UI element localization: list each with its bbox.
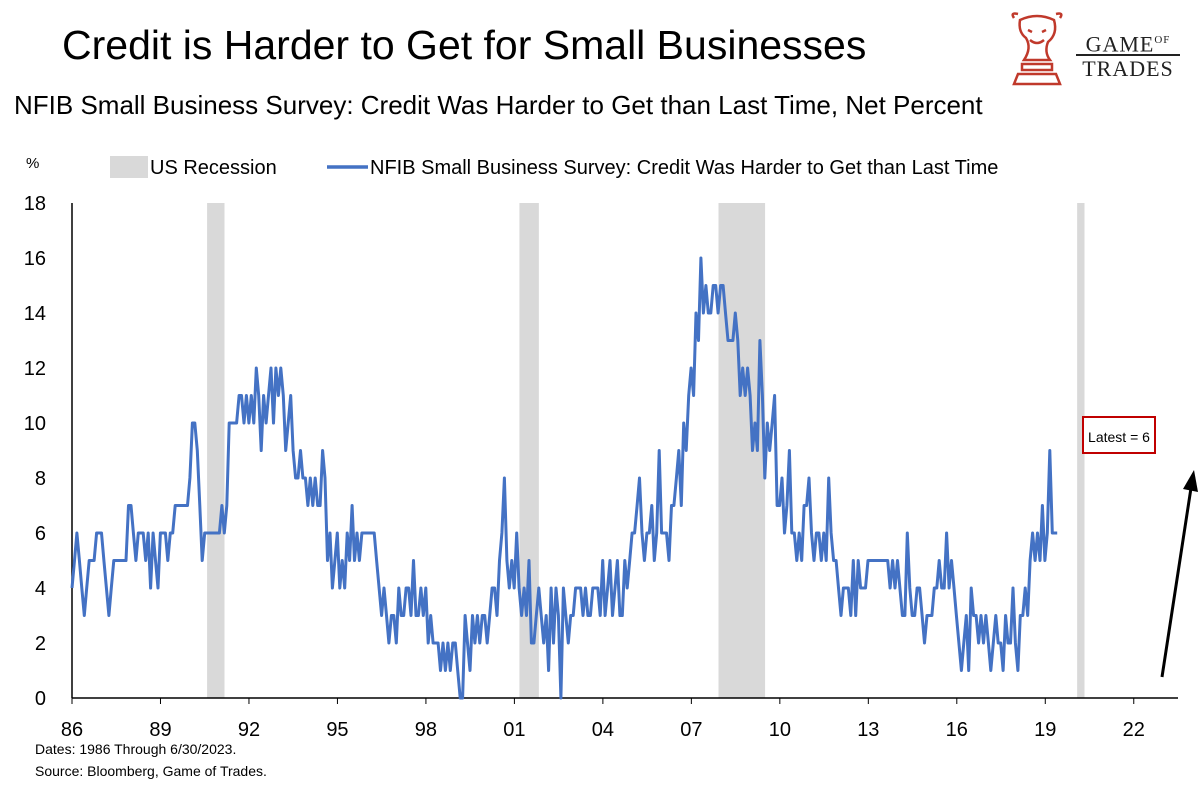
logo-word-trades: TRADES — [1082, 56, 1174, 82]
y-tick-label: 18 — [24, 193, 46, 215]
x-tick-label: 10 — [769, 719, 791, 741]
y-tick-label: 2 — [35, 633, 46, 655]
y-tick-label: 6 — [35, 523, 46, 545]
bull-chess-knight-icon — [1011, 12, 1063, 86]
x-tick-label: 01 — [503, 719, 525, 741]
logo-word-of: OF — [1154, 34, 1171, 46]
y-tick-label: 0 — [35, 688, 46, 710]
footer-dates: Dates: 1986 Through 6/30/2023. — [35, 741, 237, 757]
x-tick-label: 22 — [1123, 719, 1145, 741]
trend-arrow-head — [1183, 470, 1198, 492]
x-tick-label: 98 — [415, 719, 437, 741]
x-tick-label: 13 — [857, 719, 879, 741]
y-tick-label: 4 — [35, 578, 46, 600]
chart-area: 0 2 4 6 8 10 12 14 16 18% 86 89 92 95 98 01 04 07 10 13 16 19… — [24, 155, 1198, 741]
logo-word-game: GAME — [1085, 31, 1155, 57]
x-tick-label: 86 — [61, 719, 83, 741]
x-tick-label: 16 — [946, 719, 968, 741]
legend-label-line: NFIB Small Business Survey: Credit Was H… — [370, 157, 998, 179]
legend-swatch-recession — [110, 156, 148, 178]
x-tick-label: 19 — [1034, 719, 1056, 741]
recession-band — [519, 203, 539, 698]
x-tick-label: 92 — [238, 719, 260, 741]
logo-rule — [1076, 54, 1180, 56]
recession-band — [207, 203, 225, 698]
y-tick-label: 10 — [24, 413, 46, 435]
x-tick-label: 04 — [592, 719, 614, 741]
legend-label-recession: US Recession — [150, 157, 277, 179]
y-tick-label: 14 — [24, 303, 46, 325]
footer-source: Source: Bloomberg, Game of Trades. — [35, 763, 267, 779]
x-tick-label: 89 — [149, 719, 171, 741]
y-tick-label: 16 — [24, 248, 46, 270]
chart-subtitle: NFIB Small Business Survey: Credit Was H… — [14, 90, 983, 120]
recession-band — [1077, 203, 1085, 698]
logo-wordmark: GAMEOF TRADES — [1070, 28, 1186, 81]
chart-title: Credit is Harder to Get for Small Busine… — [62, 22, 867, 68]
game-of-trades-logo: GAMEOF TRADES — [1006, 8, 1186, 90]
latest-annotation: Latest = 6 — [1082, 416, 1156, 454]
series-line — [70, 256, 1058, 700]
x-tick-label: 95 — [326, 719, 348, 741]
y-axis-label: % — [26, 155, 39, 172]
y-tick-label: 8 — [35, 468, 46, 490]
x-tick-label: 07 — [680, 719, 702, 741]
y-tick-label: 12 — [24, 358, 46, 380]
trend-arrow-shaft — [1160, 487, 1193, 678]
